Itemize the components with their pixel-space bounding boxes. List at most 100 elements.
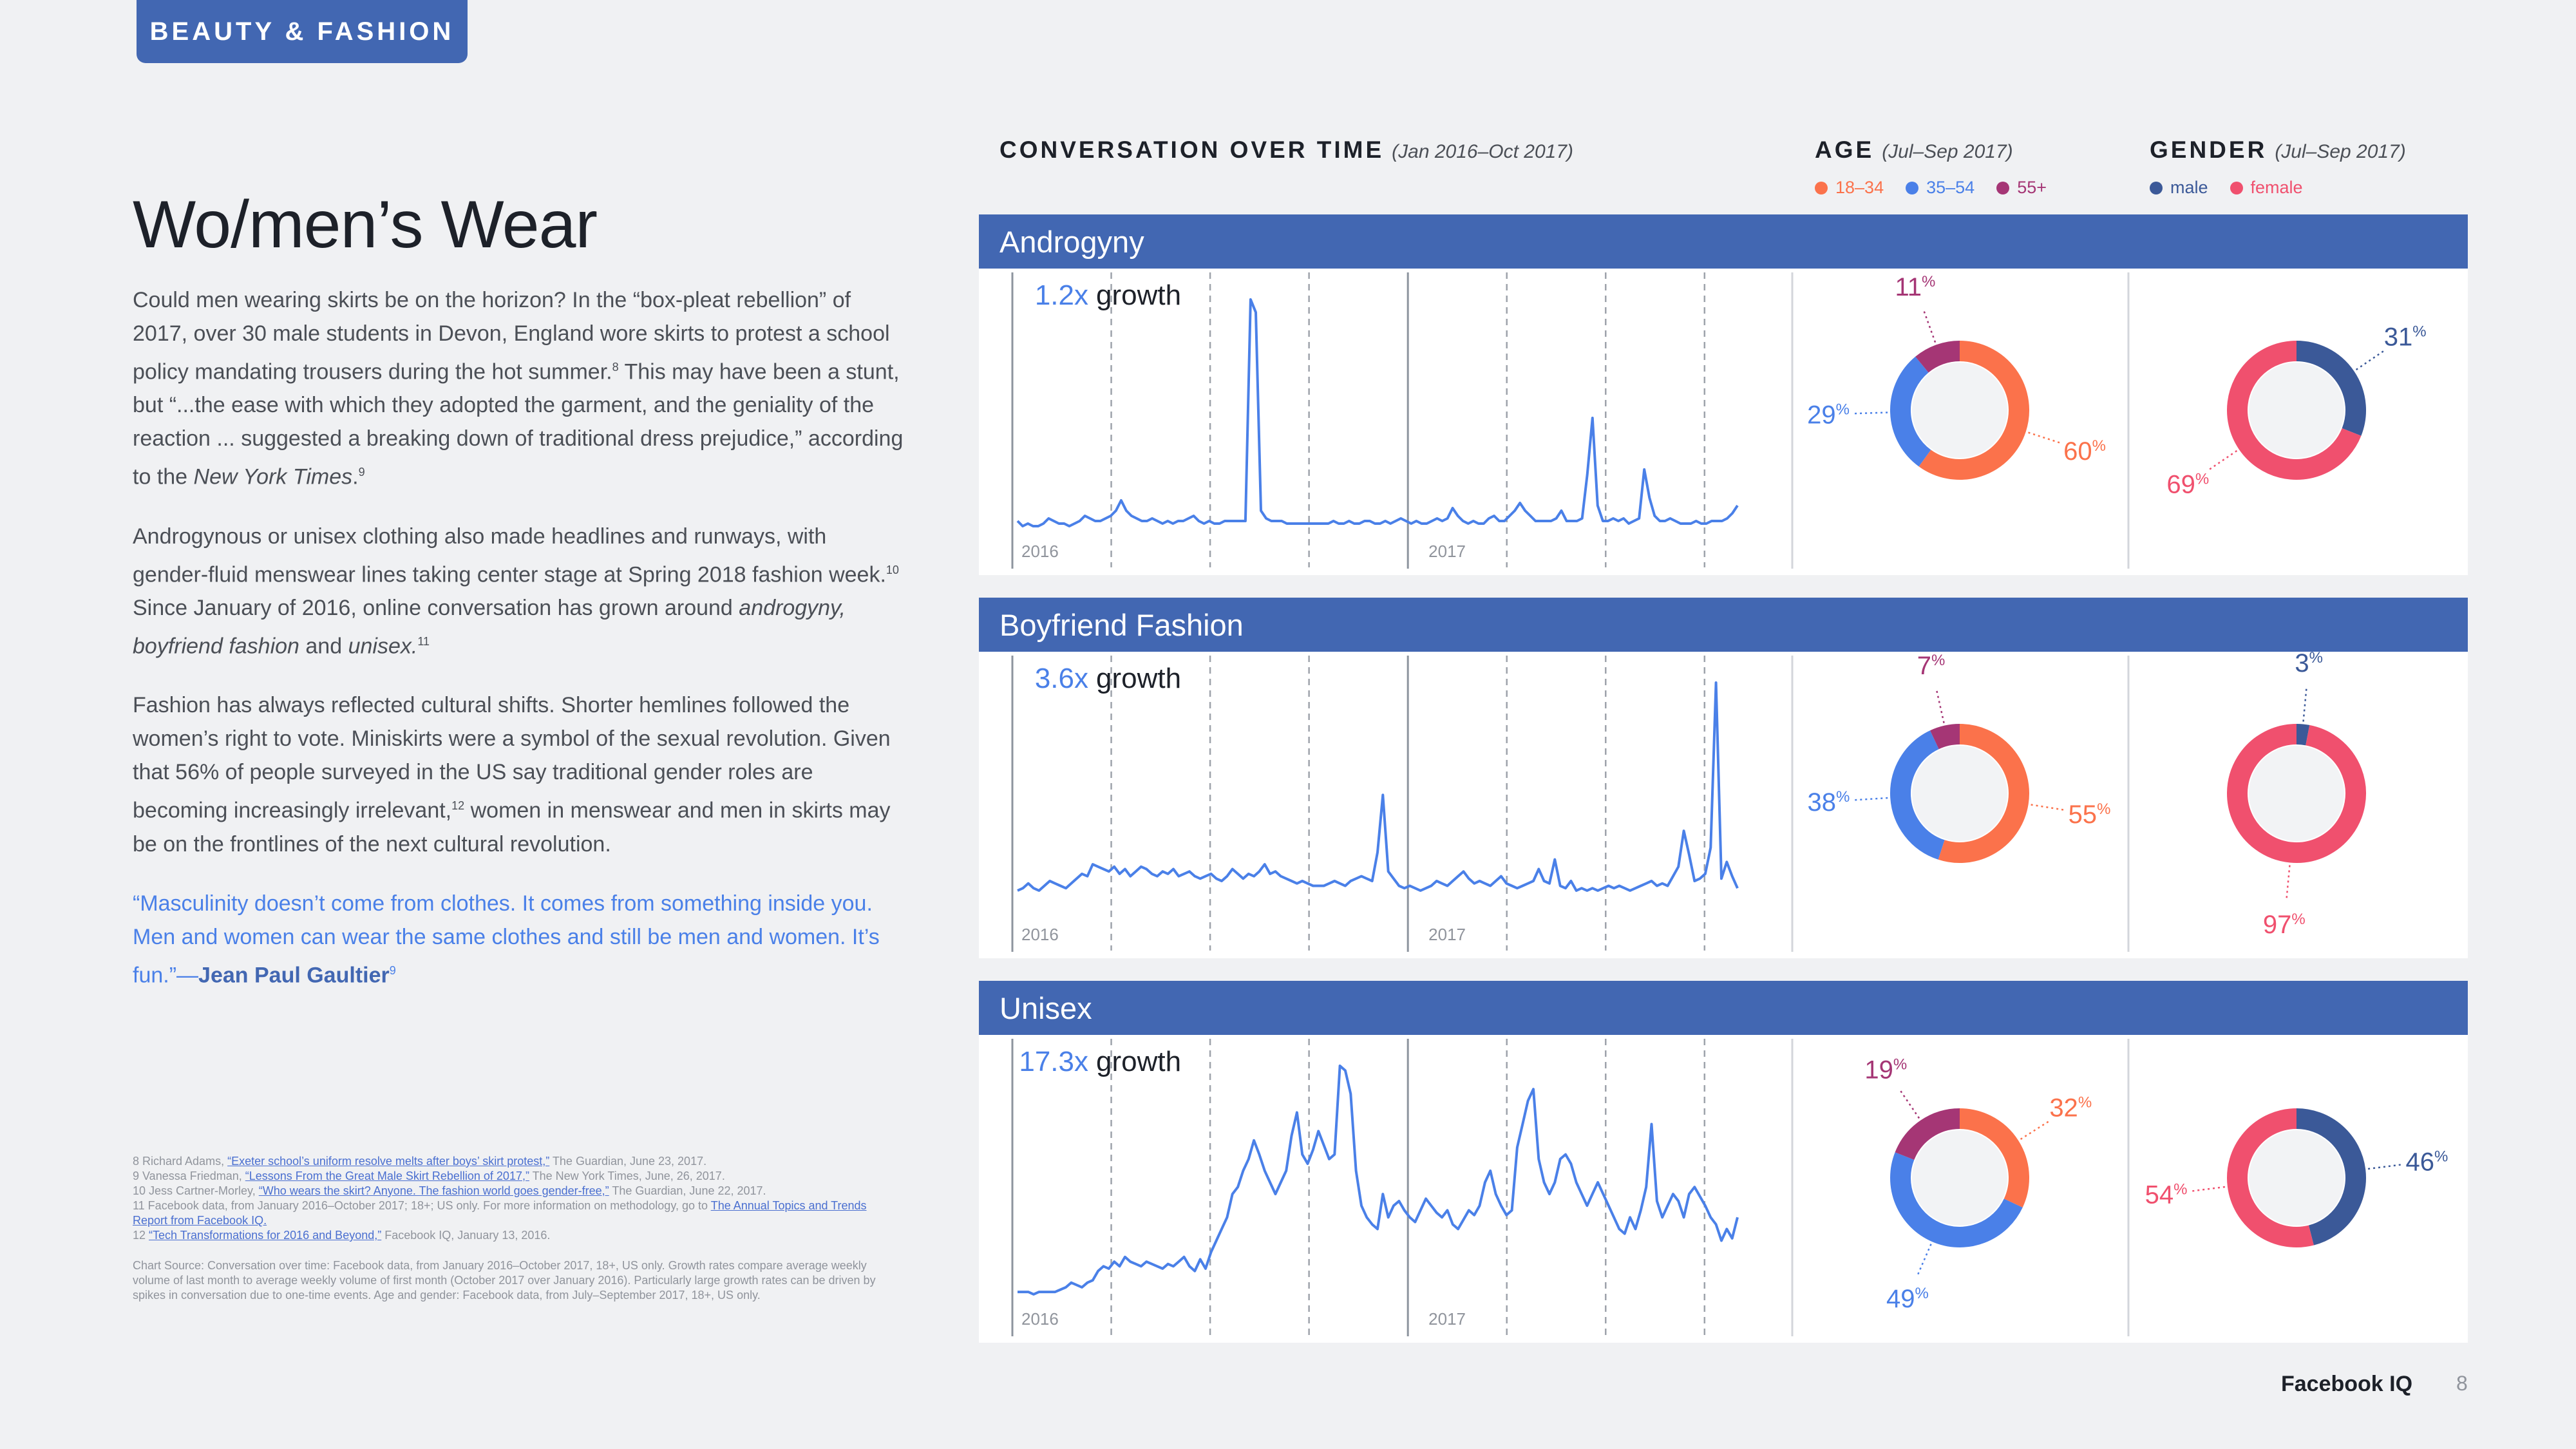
age-label: 55%	[2069, 800, 2111, 829]
age-leader	[2031, 804, 2065, 811]
gender-leader	[2208, 450, 2238, 471]
footnote-12: 12 “Tech Transformations for 2016 and Be…	[133, 1228, 880, 1243]
gender-slice	[2227, 341, 2362, 480]
age-title: AGE	[1815, 137, 1875, 163]
footnote-11: 11 Facebook data, from January 2016–Octo…	[133, 1198, 880, 1228]
age-slice	[1938, 724, 2029, 863]
series-line	[1016, 298, 1739, 527]
footnote-text: 8 Richard Adams,	[133, 1155, 228, 1168]
p2-italic-1: androgyny, boyfriend fashion	[133, 595, 846, 659]
legend-label: 35–54	[1926, 178, 1975, 197]
gender-label: 54%	[2145, 1181, 2188, 1209]
age-slice	[1895, 1108, 1960, 1160]
panel-androgyny: Androgyny 2016 2017 1.2x growth 60% 29% 11% 31%…	[979, 214, 2468, 575]
gender-title: GENDER	[2150, 137, 2268, 163]
age-slice	[1930, 724, 1960, 750]
gender-slice	[2296, 724, 2310, 746]
footnotes: 8 Richard Adams, “Exeter school’s unifor…	[133, 1154, 880, 1303]
p2-text-c: and	[299, 634, 348, 659]
conversation-subtitle: (Jan 2016–Oct 2017)	[1392, 141, 1573, 162]
growth-value: 3.6x	[1035, 663, 1088, 694]
p1-text-c: .	[352, 464, 359, 489]
page-number: 8	[2456, 1372, 2468, 1395]
footnote-link[interactable]: “Who wears the skirt? Anyone. The fashio…	[258, 1184, 609, 1197]
legend-item-55-plus: 55+	[1996, 178, 2047, 198]
conversation-title: CONVERSATION OVER TIME	[999, 137, 1385, 163]
p1-text-a: Could men wearing skirts be on the horiz…	[133, 288, 890, 384]
legend-label: 18–34	[1835, 178, 1884, 197]
growth-label: growth	[1096, 1046, 1181, 1077]
age-label: 38%	[1807, 788, 1850, 817]
gender-label: 97%	[2263, 911, 2306, 939]
footnote-8: 8 Richard Adams, “Exeter school’s unifor…	[133, 1154, 880, 1169]
legend-dot	[2150, 181, 2163, 194]
conversation-header: CONVERSATION OVER TIME (Jan 2016–Oct 2017…	[999, 137, 1573, 164]
panel-chart-boyfriend-fashion: 2016 2017 3.6x growth 55% 38% 7% 3% 97%	[1011, 652, 2366, 952]
footnote-ref: 9	[358, 466, 365, 479]
gender-leader	[2355, 350, 2385, 371]
x-tick-label: 2016	[1021, 925, 1059, 944]
footnote-link[interactable]: “Tech Transformations for 2016 and Beyon…	[149, 1229, 382, 1242]
footnote-link[interactable]: “Exeter school’s uniform resolve melts a…	[227, 1155, 550, 1168]
panel-boyfriend-fashion: Boyfriend Fashion 2016 2017 3.6x growth 55% 3…	[979, 598, 2468, 958]
gender-subtitle: (Jul–Sep 2017)	[2275, 141, 2406, 162]
age-leader	[1899, 1090, 1920, 1119]
gender-leader	[2367, 1164, 2401, 1170]
p2-italic-2: unisex.	[348, 634, 418, 659]
age-label: 49%	[1886, 1285, 1929, 1313]
donut-center	[2249, 746, 2344, 841]
gender-slice	[2296, 1108, 2366, 1245]
footnote-link[interactable]: “Lessons From the Great Male Skirt Rebel…	[245, 1170, 529, 1182]
x-tick-label: 2017	[1428, 542, 1466, 561]
legend-label: female	[2250, 178, 2303, 197]
gender-leader	[2286, 865, 2291, 899]
legend-item-male: male	[2150, 178, 2208, 198]
age-label: 19%	[1864, 1056, 1907, 1084]
paragraph-3: Fashion has always reflected cultural sh…	[133, 688, 905, 860]
donut-center	[1912, 1130, 2007, 1226]
age-slice	[1890, 356, 1931, 467]
legend-dot	[2230, 181, 2243, 194]
series-line	[1018, 1065, 1739, 1296]
footnote-text: Facebook IQ, January 13, 2016.	[381, 1229, 551, 1242]
article-body: Could men wearing skirts be on the horiz…	[133, 283, 905, 1018]
legend-item-female: female	[2230, 178, 2303, 198]
donut-center	[1912, 746, 2007, 841]
gender-label: 3%	[2295, 652, 2323, 677]
age-slice	[1918, 341, 2029, 480]
gender-label: 69%	[2166, 471, 2209, 499]
age-label: 29%	[1807, 401, 1850, 429]
growth-value: 1.2x	[1035, 279, 1088, 311]
age-leader	[1917, 1244, 1932, 1276]
chart-source: Chart Source: Conversation over time: Fa…	[133, 1259, 876, 1302]
footnote-link[interactable]: The Annual Topics and Trends Report from…	[133, 1199, 867, 1227]
age-legend: 18–34 35–54 55+	[1815, 178, 2047, 198]
series-line	[1017, 681, 1739, 892]
legend-item-18-34: 18–34	[1815, 178, 1884, 198]
panel-chart-androgyny: 2016 2017 1.2x growth 60% 29% 11% 31% 69%	[1011, 272, 2427, 569]
footnote-text: 10 Jess Cartner-Morley,	[133, 1184, 259, 1197]
footnote-text: The New York Times, June, 26, 2017.	[529, 1170, 725, 1182]
p1-italic: New York Times	[193, 464, 353, 489]
footnote-ref: 8	[612, 361, 619, 374]
footnote-text: 11 Facebook data, from January 2016–Octo…	[133, 1199, 711, 1212]
legend-dot	[1996, 181, 2010, 194]
x-tick-label: 2016	[1021, 542, 1059, 561]
footnote-ref: 10	[886, 563, 899, 576]
section-tag: BEAUTY & FASHION	[137, 0, 468, 63]
quote-text: “Masculinity doesn’t come from clothes. …	[133, 891, 880, 987]
quote-author: Jean Paul Gaultier	[198, 962, 390, 987]
panel-chart-unisex: 2016 2017 17.3x growth 32% 49% 19% 46% 54%	[1011, 1039, 2448, 1336]
footnote-text: 9 Vanessa Friedman,	[133, 1170, 245, 1182]
legend-dot	[1815, 181, 1828, 194]
footnote-ref: 9	[389, 963, 396, 977]
gender-leader	[2302, 688, 2307, 722]
gender-label: 46%	[2405, 1148, 2448, 1176]
p2-text-b: Since January of 2016, online conversati…	[133, 595, 739, 620]
donut-center	[2249, 1130, 2344, 1226]
legend-label: male	[2170, 178, 2208, 197]
paragraph-1: Could men wearing skirts be on the horiz…	[133, 283, 905, 494]
x-tick-label: 2016	[1021, 1309, 1059, 1329]
age-subtitle: (Jul–Sep 2017)	[1882, 141, 2013, 162]
footnote-ref: 12	[451, 799, 465, 813]
